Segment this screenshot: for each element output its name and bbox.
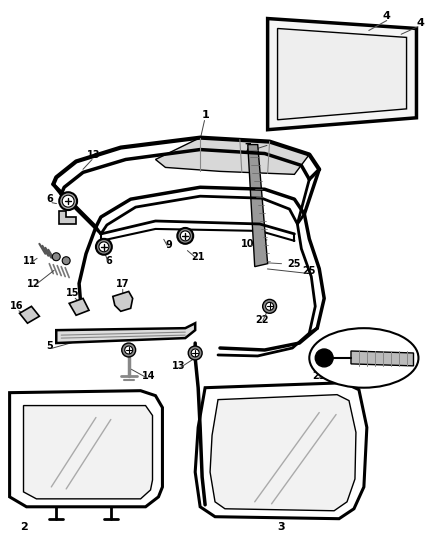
Text: 11: 11 xyxy=(23,256,36,265)
Circle shape xyxy=(125,346,133,354)
Text: 1: 1 xyxy=(201,110,209,120)
Polygon shape xyxy=(248,144,268,266)
Polygon shape xyxy=(20,306,39,323)
Text: 14: 14 xyxy=(142,371,155,381)
Text: 2: 2 xyxy=(20,522,28,531)
Text: 24: 24 xyxy=(372,371,385,381)
Text: 6: 6 xyxy=(106,256,112,265)
Polygon shape xyxy=(59,211,76,224)
Text: 7: 7 xyxy=(244,142,251,152)
Text: 4: 4 xyxy=(383,11,391,21)
Text: 17: 17 xyxy=(116,279,130,288)
Circle shape xyxy=(62,195,74,207)
Text: 9: 9 xyxy=(165,240,172,250)
Circle shape xyxy=(191,349,199,357)
Text: 15: 15 xyxy=(67,288,80,298)
Polygon shape xyxy=(56,323,195,343)
Circle shape xyxy=(265,302,274,310)
Text: 3: 3 xyxy=(278,522,285,531)
Text: 6: 6 xyxy=(46,194,53,204)
Text: 25: 25 xyxy=(288,259,301,269)
Text: 12: 12 xyxy=(27,279,40,288)
Circle shape xyxy=(52,253,60,261)
Polygon shape xyxy=(113,292,133,311)
Text: 21: 21 xyxy=(191,252,205,262)
Circle shape xyxy=(180,231,190,241)
Text: 23: 23 xyxy=(312,371,326,381)
Circle shape xyxy=(96,239,112,255)
Circle shape xyxy=(122,343,136,357)
Circle shape xyxy=(315,349,333,367)
Polygon shape xyxy=(69,298,89,315)
Ellipse shape xyxy=(309,328,418,387)
Polygon shape xyxy=(278,28,406,120)
Circle shape xyxy=(177,228,193,244)
Circle shape xyxy=(62,257,70,265)
Polygon shape xyxy=(210,394,356,511)
Text: 22: 22 xyxy=(255,315,268,325)
Text: 13: 13 xyxy=(87,150,101,159)
Polygon shape xyxy=(268,19,417,130)
Text: 25: 25 xyxy=(303,265,316,276)
Polygon shape xyxy=(10,391,162,507)
Circle shape xyxy=(263,300,276,313)
Text: 4: 4 xyxy=(417,18,424,28)
Text: 10: 10 xyxy=(241,239,254,249)
Polygon shape xyxy=(351,351,413,366)
Text: 5: 5 xyxy=(46,341,53,351)
Polygon shape xyxy=(24,406,152,499)
Text: 13: 13 xyxy=(172,361,185,371)
Circle shape xyxy=(59,192,77,210)
Polygon shape xyxy=(195,383,367,519)
Text: 16: 16 xyxy=(10,301,23,311)
Polygon shape xyxy=(155,138,309,174)
Circle shape xyxy=(188,346,202,360)
Circle shape xyxy=(99,242,109,252)
